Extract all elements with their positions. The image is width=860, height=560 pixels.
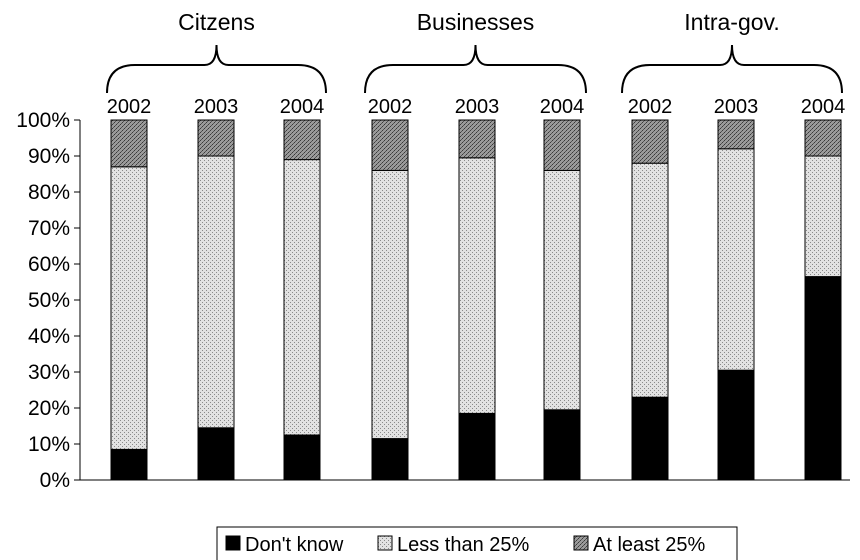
legend-swatch [377, 535, 393, 551]
legend-swatch [573, 535, 589, 551]
bar-segment-don-t-know [283, 434, 321, 481]
bar-segment-at-least-25 [543, 119, 581, 171]
bar-segment-don-t-know [197, 427, 235, 481]
year-label: 2002 [368, 96, 413, 118]
bar-segment-don-t-know [543, 409, 581, 481]
year-label: 2003 [714, 96, 759, 118]
y-tick-label: 30% [28, 361, 70, 384]
bar-segment-at-least-25 [631, 119, 669, 164]
bar-segment-don-t-know [717, 369, 755, 481]
y-tick-label: 100% [16, 109, 70, 132]
bar-segment-less-than-25 [543, 169, 581, 411]
bar-segment-at-least-25 [197, 119, 235, 157]
group-brace [621, 44, 843, 94]
legend-label: Don't know [245, 534, 344, 556]
y-tick-label: 70% [28, 217, 70, 240]
legend-box [216, 526, 738, 560]
year-label: 2004 [540, 96, 585, 118]
y-tick-label: 60% [28, 253, 70, 276]
bar-segment-less-than-25 [631, 162, 669, 398]
legend-label: Less than 25% [397, 534, 530, 556]
year-label: 2003 [194, 96, 239, 118]
bar-segment-don-t-know [371, 438, 409, 481]
bar-segment-less-than-25 [804, 155, 842, 278]
bar-segment-don-t-know [110, 448, 148, 481]
bar-segment-don-t-know [804, 276, 842, 481]
bar-segment-at-least-25 [804, 119, 842, 157]
group-label: Citzens [178, 9, 255, 35]
legend-label: At least 25% [593, 534, 706, 556]
bar-segment-don-t-know [458, 412, 496, 481]
year-label: 2003 [455, 96, 500, 118]
legend-swatch [225, 535, 241, 551]
bar-segment-at-least-25 [458, 119, 496, 159]
bar-segment-less-than-25 [371, 169, 409, 440]
bar-segment-less-than-25 [717, 148, 755, 371]
year-label: 2002 [628, 96, 673, 118]
year-label: 2002 [107, 96, 152, 118]
group-label: Businesses [417, 9, 535, 35]
year-label: 2004 [280, 96, 325, 118]
bar-segment-less-than-25 [110, 166, 148, 450]
bar-segment-less-than-25 [283, 159, 321, 436]
bar-segment-at-least-25 [717, 119, 755, 150]
y-tick-label: 90% [28, 145, 70, 168]
bar-segment-less-than-25 [197, 155, 235, 429]
group-brace [106, 44, 327, 94]
bar-segment-less-than-25 [458, 157, 496, 414]
y-tick-label: 80% [28, 181, 70, 204]
bar-segment-at-least-25 [283, 119, 321, 161]
bar-segment-at-least-25 [371, 119, 409, 171]
y-tick-label: 50% [28, 289, 70, 312]
y-tick-label: 40% [28, 325, 70, 348]
year-label: 2004 [801, 96, 846, 118]
y-tick-label: 0% [40, 469, 70, 492]
legend: Don't know Less than 25% At least 25% [216, 526, 738, 560]
group-label: Intra-gov. [684, 9, 779, 35]
y-tick-label: 20% [28, 397, 70, 420]
bar-segment-at-least-25 [110, 119, 148, 168]
y-tick-label: 10% [28, 433, 70, 456]
group-brace [364, 44, 587, 94]
bar-segment-don-t-know [631, 396, 669, 481]
